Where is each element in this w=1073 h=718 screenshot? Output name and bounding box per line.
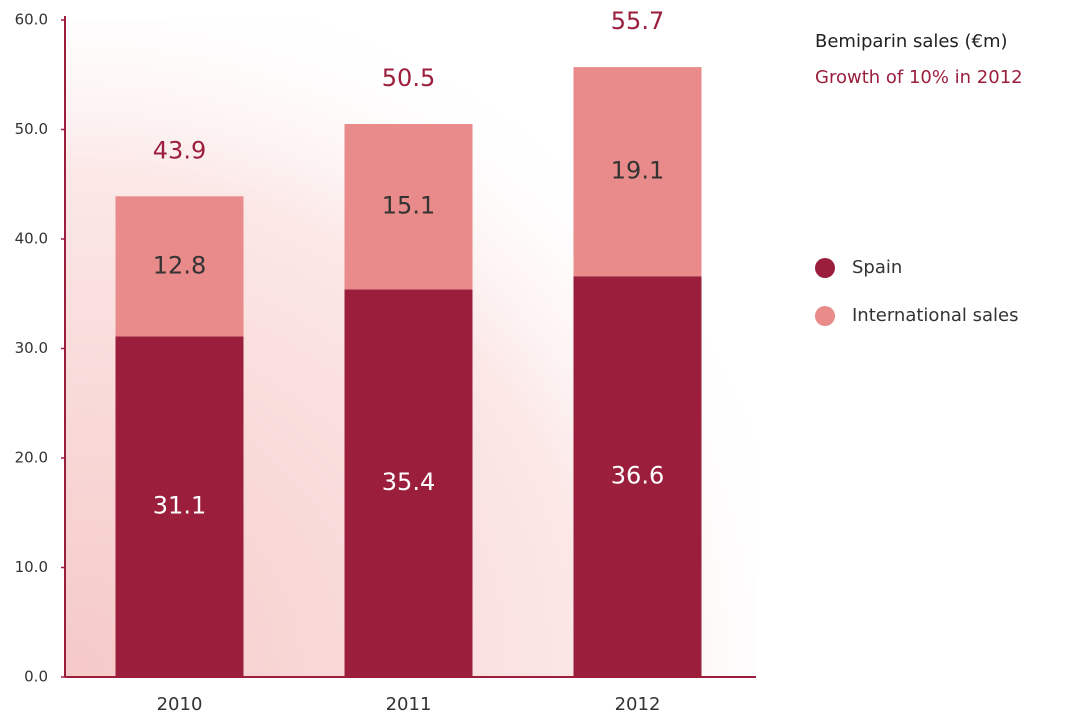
legend-label: International sales: [852, 305, 1018, 326]
data-label: 31.1: [153, 492, 206, 520]
chart-title: Bemiparin sales (€m): [815, 31, 1008, 52]
data-label: 36.6: [611, 462, 664, 490]
legend-swatch: [815, 258, 835, 278]
legend-swatch: [815, 306, 835, 326]
bar-segment: [344, 124, 473, 290]
x-tick-label: 2010: [157, 694, 203, 715]
bar-segment: [573, 276, 702, 677]
legend-label: Spain: [852, 257, 902, 278]
y-tick-label: 40.0: [15, 230, 48, 248]
y-tick-label: 10.0: [15, 558, 48, 576]
y-tick-label: 0.0: [24, 668, 48, 686]
y-tick-label: 20.0: [15, 449, 48, 467]
data-label: 15.1: [382, 192, 435, 220]
bar-segment: [573, 67, 702, 277]
total-label: 43.9: [153, 136, 206, 164]
x-tick-label: 2012: [615, 694, 661, 715]
y-tick-label: 50.0: [15, 120, 48, 138]
data-label: 19.1: [611, 157, 664, 185]
y-tick-label: 60.0: [15, 11, 48, 29]
bar-segment: [344, 289, 473, 677]
y-tick-label: 30.0: [15, 339, 48, 357]
data-label: 12.8: [153, 251, 206, 279]
data-label: 35.4: [382, 468, 435, 496]
total-label: 55.7: [611, 7, 664, 35]
x-tick-label: 2011: [386, 694, 432, 715]
chart-subtitle: Growth of 10% in 2012: [815, 67, 1023, 88]
total-label: 50.5: [382, 64, 435, 92]
bar-segment: [115, 336, 244, 677]
bar-segment: [115, 196, 244, 337]
